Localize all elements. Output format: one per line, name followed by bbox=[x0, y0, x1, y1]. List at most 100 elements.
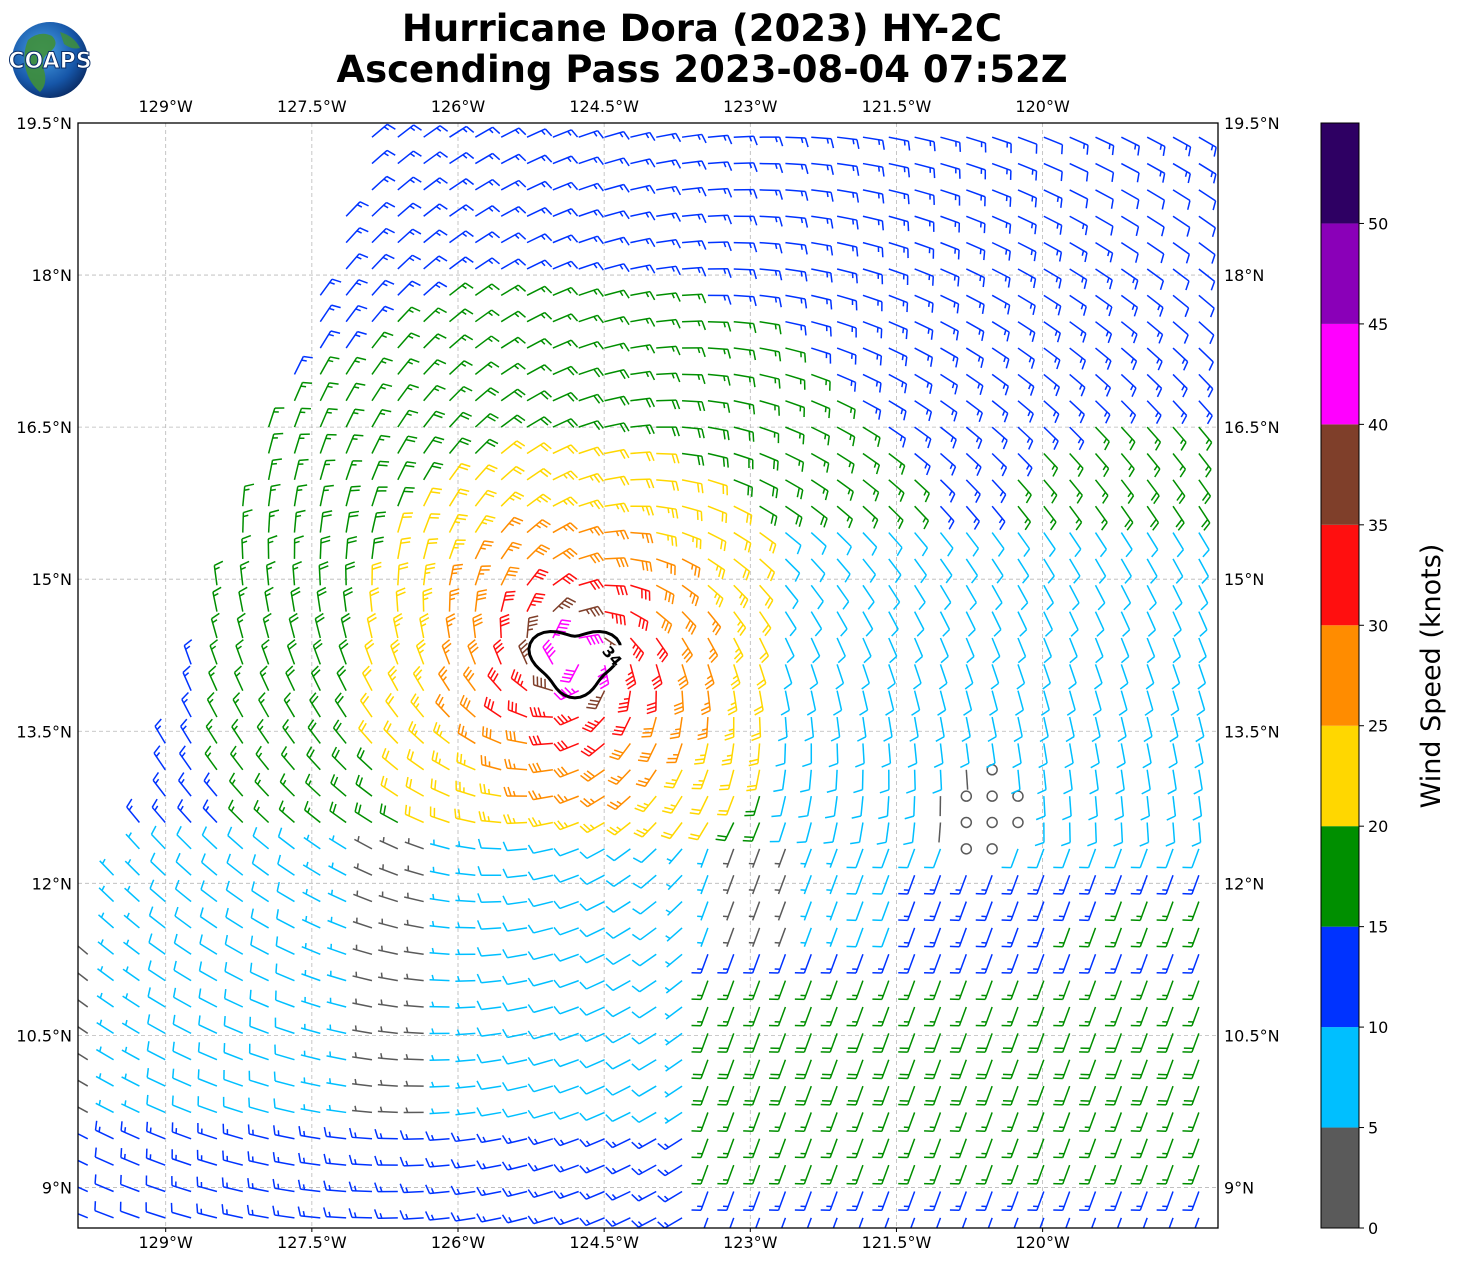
wind-barb bbox=[1064, 743, 1074, 769]
wind-barb bbox=[1013, 1217, 1019, 1228]
wind-barb bbox=[579, 1138, 605, 1148]
wind-barb bbox=[846, 848, 864, 869]
wind-barb bbox=[328, 835, 347, 850]
tick-label-lat-left: 18°N bbox=[32, 266, 72, 285]
wind-barb bbox=[455, 1002, 476, 1009]
wind-barb bbox=[175, 852, 192, 876]
wind-barb bbox=[455, 949, 476, 956]
wind-barb bbox=[666, 743, 683, 764]
wind-barb bbox=[355, 774, 373, 797]
wind-barb bbox=[553, 1005, 579, 1015]
wind-barb bbox=[300, 1077, 321, 1087]
wind-barb bbox=[820, 1059, 838, 1080]
wind-barb bbox=[1090, 1217, 1097, 1228]
wind-barb bbox=[794, 1006, 812, 1027]
wind-barb bbox=[884, 1217, 890, 1228]
wind-barb bbox=[553, 1058, 579, 1068]
wind-barb bbox=[1182, 1138, 1200, 1159]
wind-barb bbox=[425, 1184, 450, 1195]
wind-barb bbox=[800, 769, 813, 793]
wind-barb bbox=[378, 945, 398, 956]
wind-barb bbox=[898, 1033, 916, 1053]
wind-barb bbox=[1079, 980, 1097, 1001]
wind-barb bbox=[170, 1202, 192, 1219]
wind-barb bbox=[198, 1015, 218, 1035]
wind-barb bbox=[1165, 822, 1176, 847]
wind-barb bbox=[78, 1052, 89, 1061]
wind-barb bbox=[855, 743, 865, 768]
wind-barb bbox=[975, 1059, 993, 1080]
wind-barb bbox=[1104, 1112, 1123, 1132]
wind-barb bbox=[1088, 796, 1098, 821]
wind-barb bbox=[606, 795, 631, 811]
wind-barb bbox=[1142, 743, 1152, 769]
wind-barb bbox=[774, 901, 787, 921]
wind-barb bbox=[1062, 796, 1072, 821]
wind-barb bbox=[975, 874, 993, 895]
wind-barb bbox=[553, 766, 579, 778]
wind-barb bbox=[1001, 848, 1019, 869]
wind-barb bbox=[196, 1203, 218, 1219]
tick-label-lon-bottom: 123°W bbox=[723, 1233, 778, 1252]
wind-barb bbox=[924, 1006, 942, 1027]
wind-barb bbox=[1079, 1164, 1097, 1185]
tick-label-lat-right: 9°N bbox=[1224, 1178, 1254, 1197]
tick-label-lat-right: 12°N bbox=[1224, 874, 1264, 893]
wind-barb bbox=[1156, 1138, 1174, 1159]
wind-barb bbox=[697, 874, 709, 895]
wind-barb bbox=[301, 915, 321, 929]
wind-barbs bbox=[78, 123, 1217, 1228]
wind-barb bbox=[664, 953, 683, 968]
wind-barb bbox=[404, 865, 424, 876]
wind-barb bbox=[124, 858, 140, 876]
wind-barb bbox=[247, 1178, 269, 1193]
wind-barb bbox=[553, 1190, 579, 1199]
wind-barb bbox=[872, 980, 890, 1001]
wind-barb bbox=[634, 795, 657, 813]
wind-barb bbox=[1079, 954, 1097, 974]
wind-barb bbox=[96, 992, 115, 1008]
wind-barb bbox=[457, 723, 476, 745]
wind-barb bbox=[605, 1059, 631, 1070]
wind-barb bbox=[123, 939, 140, 955]
wind-barb bbox=[149, 879, 166, 903]
wind-barb bbox=[820, 1191, 838, 1212]
tick-label-lat-right: 13.5°N bbox=[1224, 722, 1280, 741]
wind-barb bbox=[124, 885, 140, 903]
wind-barb bbox=[975, 1033, 993, 1053]
wind-barb bbox=[691, 1112, 709, 1132]
wind-barb bbox=[501, 1134, 528, 1145]
tick-label-lon-bottom: 121.5°W bbox=[862, 1233, 932, 1252]
wind-barb bbox=[173, 933, 192, 955]
wind-barb bbox=[502, 868, 528, 879]
wind-barb bbox=[196, 1149, 218, 1166]
colorbar-tick-label: 15 bbox=[1368, 918, 1388, 937]
wind-barb bbox=[850, 822, 864, 845]
wind-barb bbox=[455, 895, 476, 903]
wind-barb bbox=[174, 879, 192, 903]
wind-barb bbox=[1156, 927, 1174, 948]
wind-barb bbox=[1156, 1085, 1174, 1106]
wind-barb bbox=[748, 874, 761, 895]
wind-barb bbox=[171, 1122, 192, 1140]
wind-barb bbox=[769, 822, 787, 843]
wind-barb bbox=[145, 1202, 166, 1219]
wind-barb bbox=[1053, 901, 1071, 922]
wind-barb bbox=[197, 1123, 218, 1140]
wind-barb bbox=[329, 801, 347, 824]
wind-barb bbox=[477, 893, 502, 904]
wind-barb bbox=[1130, 848, 1148, 869]
wind-barb bbox=[1104, 1085, 1123, 1106]
wind-barb bbox=[1104, 1138, 1123, 1159]
wind-barb bbox=[120, 1121, 140, 1140]
wind-barb bbox=[743, 1059, 761, 1080]
wind-barb bbox=[527, 871, 554, 881]
colorbar-bin bbox=[1321, 725, 1359, 827]
wind-barb bbox=[769, 1191, 787, 1212]
wind-barb bbox=[579, 848, 605, 860]
wind-barb-calm bbox=[986, 790, 998, 802]
wind-barb bbox=[1130, 1059, 1148, 1080]
wind-barb bbox=[527, 1083, 554, 1093]
wind-barb bbox=[924, 1164, 942, 1185]
wind-barb bbox=[1156, 848, 1174, 869]
